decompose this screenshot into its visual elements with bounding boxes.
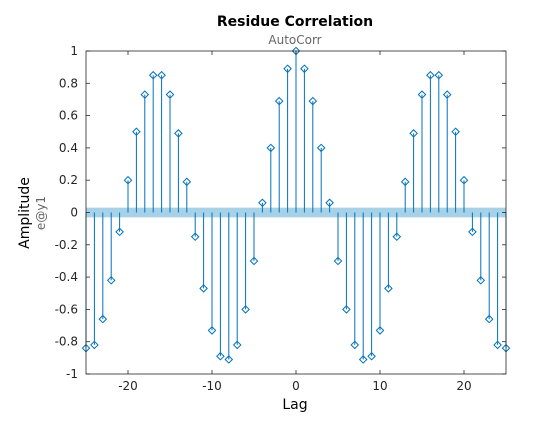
stem-marker xyxy=(468,227,477,237)
stem-marker xyxy=(417,90,427,99)
stem-marker xyxy=(106,276,116,285)
stem-marker xyxy=(409,129,418,138)
stem-marker xyxy=(157,70,166,80)
stem-marker xyxy=(392,232,402,242)
stem-marker xyxy=(190,232,200,242)
stem-marker xyxy=(140,90,150,99)
x-tick-label: -20 xyxy=(118,379,138,393)
x-tick-label: 10 xyxy=(372,379,387,393)
stem-marker xyxy=(434,70,444,80)
y-tick-label: -1 xyxy=(66,367,78,381)
stem-marker xyxy=(358,355,368,364)
stem-marker xyxy=(484,314,494,324)
y-tick-label: -0.4 xyxy=(55,270,78,284)
stem-marker xyxy=(232,340,242,350)
stem-marker xyxy=(207,326,217,335)
stem-marker xyxy=(451,127,460,137)
stem-marker xyxy=(258,198,267,208)
stem-marker xyxy=(300,64,309,74)
stem-marker xyxy=(367,351,376,361)
stem-marker xyxy=(123,175,133,185)
stem-marker xyxy=(476,276,486,285)
x-tick-label: 20 xyxy=(456,379,471,393)
stem-marker xyxy=(325,198,334,208)
stem-marker xyxy=(316,143,326,153)
stem-marker xyxy=(266,143,276,153)
stem-marker xyxy=(224,355,234,364)
stem-marker xyxy=(165,90,175,99)
channel-label: e@y1 xyxy=(34,196,48,230)
chart-subtitle: AutoCorr xyxy=(268,33,321,47)
stem-marker xyxy=(182,177,192,187)
stem-marker xyxy=(148,70,158,80)
y-tick-label: 0.8 xyxy=(59,76,78,90)
stem-marker xyxy=(283,64,292,74)
stem-marker xyxy=(216,351,225,361)
y-tick-label: 1 xyxy=(70,44,78,58)
stem-marker xyxy=(308,96,318,106)
stem-marker xyxy=(333,256,343,266)
stem-marker xyxy=(493,340,502,350)
stem-marker xyxy=(375,326,385,335)
stem-marker xyxy=(90,340,99,350)
stem-marker xyxy=(400,177,410,187)
stem-marker xyxy=(274,96,284,106)
x-tick-label: -10 xyxy=(202,379,222,393)
y-tick-label: -0.8 xyxy=(55,335,78,349)
y-tick-label: 0.4 xyxy=(59,141,78,155)
stem-marker xyxy=(384,284,393,293)
stem-marker xyxy=(342,305,351,314)
x-tick-label: 0 xyxy=(292,379,300,393)
y-axis-ticks: -1 -0.8 -0.6 -0.4 -0.2 0 0.2 0.4 0.6 0.8 1 xyxy=(55,44,506,381)
stem-marker xyxy=(132,127,141,137)
stem-marker xyxy=(199,284,208,293)
stem-marker xyxy=(350,340,360,350)
stem-marker xyxy=(115,227,124,237)
stem-marker xyxy=(442,90,452,99)
y-tick-label: -0.2 xyxy=(55,238,78,252)
stem-marker xyxy=(459,175,469,185)
stem-marker xyxy=(426,70,435,80)
x-axis-ticks: -20 -10 0 10 20 xyxy=(118,51,472,393)
x-axis-label: Lag xyxy=(282,397,307,413)
y-tick-label: 0.6 xyxy=(59,109,78,123)
stem-marker xyxy=(98,314,108,324)
y-tick-label: 0.2 xyxy=(59,173,78,187)
stem-marker xyxy=(174,129,183,138)
stem-marker xyxy=(241,305,250,314)
stem-series xyxy=(81,46,511,364)
y-tick-label: 0 xyxy=(70,206,78,220)
y-tick-label: -0.6 xyxy=(55,302,78,316)
y-axis-label: Amplitude xyxy=(17,177,33,249)
stem-marker xyxy=(249,256,259,266)
chart-title: Residue Correlation xyxy=(217,14,373,30)
